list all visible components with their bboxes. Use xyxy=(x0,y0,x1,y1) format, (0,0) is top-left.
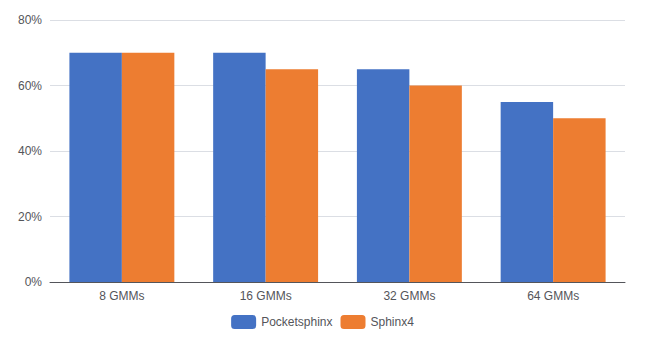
svg-text:8 GMMs: 8 GMMs xyxy=(99,289,144,303)
svg-text:80%: 80% xyxy=(18,13,42,27)
svg-text:Sphinx4: Sphinx4 xyxy=(371,315,415,329)
svg-text:60%: 60% xyxy=(18,79,42,93)
svg-text:20%: 20% xyxy=(18,210,42,224)
svg-text:64 GMMs: 64 GMMs xyxy=(527,289,579,303)
svg-text:0%: 0% xyxy=(25,275,43,289)
svg-text:16 GMMs: 16 GMMs xyxy=(240,289,292,303)
svg-text:40%: 40% xyxy=(18,144,42,158)
svg-text:Pocketsphinx: Pocketsphinx xyxy=(261,315,332,329)
svg-text:32 GMMs: 32 GMMs xyxy=(383,289,435,303)
